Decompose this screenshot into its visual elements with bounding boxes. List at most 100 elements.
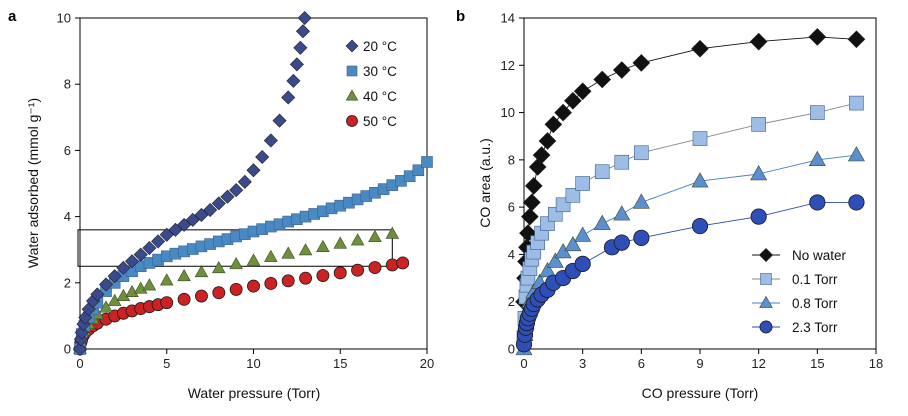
- data-point-20-c: [133, 247, 148, 262]
- data-point-40-c: [229, 257, 243, 270]
- data-point-no-water: [612, 61, 631, 79]
- data-point-20-c: [159, 227, 174, 242]
- data-point-40-c: [246, 253, 261, 266]
- data-point-no-water: [632, 54, 651, 72]
- data-point-20-c: [151, 234, 166, 249]
- legend-marker-20-c: [345, 39, 359, 53]
- data-point-40-c: [385, 226, 400, 239]
- data-point-20-c: [211, 196, 226, 211]
- legend-label-50-c: 50 °C: [363, 114, 397, 129]
- series-40-c-a: [73, 226, 400, 354]
- legend-label-30-c: 30 °C: [363, 64, 397, 79]
- y-tick-label-b: 14: [501, 11, 515, 26]
- data-point-20-c: [142, 241, 157, 256]
- data-point-no-water: [573, 82, 592, 101]
- data-point-50-c: [247, 279, 260, 293]
- legend-label-20-c: 20 °C: [363, 39, 397, 54]
- data-point-20-c: [168, 222, 183, 237]
- data-point-2-3-torr: [691, 217, 709, 235]
- legend-label-no-water: No water: [792, 248, 847, 263]
- data-point-no-water: [521, 207, 539, 226]
- data-point-20-c: [90, 287, 105, 302]
- data-point-50-c: [264, 277, 278, 290]
- data-point-20-c: [272, 113, 287, 128]
- series-30-c-a: [74, 156, 433, 355]
- data-point-40-c: [125, 284, 139, 297]
- data-point-40-c: [333, 236, 348, 249]
- data-point-0-1-torr: [565, 188, 581, 203]
- data-point-40-c: [142, 278, 157, 291]
- data-point-40-c: [281, 246, 295, 259]
- legend-marker-no-water: [758, 247, 774, 263]
- data-point-0-1-torr: [634, 145, 649, 161]
- panel-letter-b: b: [456, 8, 465, 25]
- data-point-20-c: [293, 40, 308, 55]
- data-point-no-water: [691, 39, 709, 58]
- series-2-3-torr-b: [515, 194, 865, 353]
- data-point-40-c: [264, 249, 278, 262]
- data-point-20-c: [107, 269, 122, 284]
- y-tick-label-b: 12: [501, 58, 515, 73]
- data-point-no-water: [808, 28, 827, 46]
- data-point-40-c: [298, 243, 313, 256]
- data-point-0-1-torr: [810, 105, 825, 120]
- data-point-40-c: [194, 264, 209, 278]
- series-0-1-torr-b: [516, 95, 864, 345]
- y-tick-label-a: 0: [64, 342, 71, 357]
- legend-marker-2-3-torr: [759, 320, 773, 334]
- data-point-40-c: [368, 229, 382, 243]
- data-point-2-3-torr: [750, 208, 767, 225]
- y-tick-label-a: 10: [57, 11, 71, 26]
- data-point-50-c: [194, 289, 208, 303]
- data-point-20-c: [76, 317, 91, 332]
- data-point-40-c: [316, 239, 330, 252]
- legend-b: No water 0.1 Torr 0.8 Torr 2.3 Torr: [752, 247, 847, 335]
- data-point-20-c: [72, 341, 88, 357]
- data-point-no-water: [593, 70, 612, 89]
- data-point-0-1-torr: [575, 176, 590, 191]
- data-point-20-c: [74, 325, 89, 340]
- data-point-2-3-torr: [574, 255, 591, 272]
- data-point-2-3-torr: [613, 234, 630, 251]
- data-point-20-c: [185, 212, 200, 227]
- data-point-30-c: [421, 156, 433, 168]
- data-point-50-c: [333, 266, 347, 280]
- data-point-20-c: [203, 202, 218, 218]
- data-point-20-c: [177, 217, 192, 232]
- data-point-20-c: [237, 174, 252, 189]
- plot-area-b: 0 3 6 9 12 15 18 0 2 4 6 8 10 12 14 No water 0.1 Torr 0.8…: [501, 11, 884, 372]
- series-20-c-a: [72, 10, 312, 357]
- data-point-20-c: [263, 133, 278, 148]
- data-point-50-c: [160, 296, 174, 310]
- x-tick-label-b: 6: [638, 356, 645, 371]
- data-point-50-c: [212, 286, 226, 300]
- y-tick-label-a: 8: [64, 77, 71, 92]
- data-point-50-c: [281, 274, 295, 288]
- data-point-no-water: [554, 103, 572, 122]
- data-point-no-water: [538, 132, 557, 150]
- data-point-no-water: [544, 115, 563, 134]
- x-tick-label-b: 12: [751, 356, 765, 371]
- data-point-40-c: [133, 281, 148, 294]
- data-point-no-water: [847, 30, 866, 49]
- data-point-20-c: [255, 149, 270, 165]
- data-point-0-1-torr: [614, 154, 630, 170]
- data-point-0-8-torr: [546, 252, 564, 268]
- data-point-0-8-torr: [538, 261, 556, 278]
- panel-letter-a: a: [8, 8, 17, 25]
- x-axis-title-a: Water pressure (Torr): [188, 385, 321, 401]
- data-point-20-c: [297, 10, 312, 26]
- y-tick-label-b: 6: [508, 200, 515, 215]
- y-tick-label-a: 6: [64, 143, 71, 158]
- x-tick-label-a: 10: [246, 356, 260, 371]
- data-point-2-3-torr: [809, 194, 826, 211]
- data-point-20-c: [220, 189, 235, 204]
- data-point-0-8-torr: [613, 205, 631, 221]
- data-point-no-water: [564, 91, 582, 110]
- data-point-0-1-torr: [692, 131, 708, 146]
- data-point-20-c: [116, 260, 131, 275]
- data-point-2-3-torr: [848, 194, 865, 211]
- data-point-0-8-torr: [808, 150, 826, 167]
- data-point-20-c: [286, 73, 301, 88]
